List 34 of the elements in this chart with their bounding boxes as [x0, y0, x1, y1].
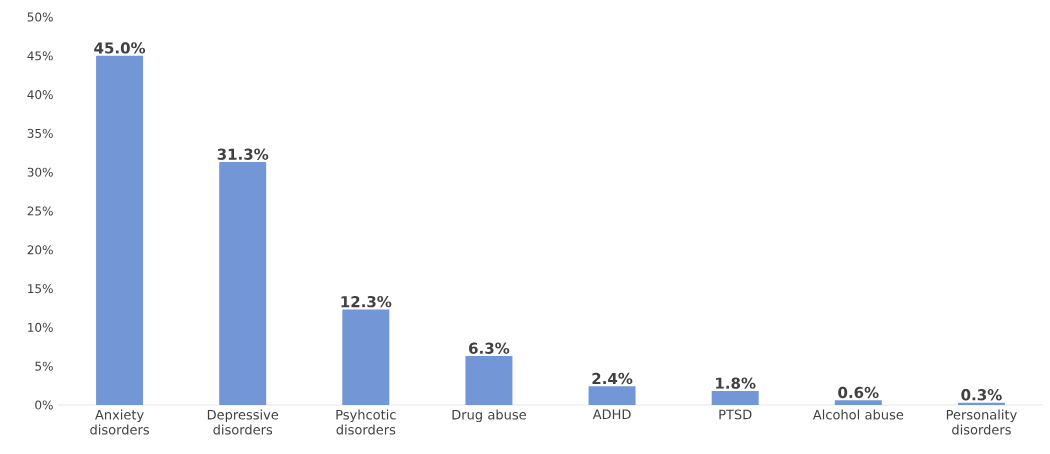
x-tick-label: Depressive disorders: [207, 409, 279, 435]
x-tick-label: Alcohol abuse: [812, 409, 904, 420]
bar: [219, 162, 267, 405]
y-tick-label: 20%: [27, 245, 53, 255]
y-tick-label: 5%: [35, 361, 53, 371]
y-tick-label: 10%: [28, 322, 53, 332]
data-label: 31.3%: [217, 148, 269, 160]
x-tick-label: Psyhcotic disorders: [336, 409, 396, 435]
bar: [588, 386, 636, 405]
data-label: 0.6%: [838, 386, 879, 399]
y-tick-label: 25%: [27, 206, 53, 216]
bar: [96, 55, 144, 405]
data-label: 1.8%: [716, 377, 756, 389]
x-tick-label: ADHD: [592, 409, 631, 419]
x-tick-label: Personality disorders: [946, 409, 1017, 435]
bar: [711, 391, 759, 405]
y-tick-label: 30%: [27, 167, 53, 177]
data-label: 0.3%: [961, 389, 1002, 401]
y-tick-label: 35%: [27, 128, 53, 138]
data-label: 12.3%: [341, 295, 392, 308]
data-label: 45.0%: [94, 42, 146, 54]
y-tick-label: 0%: [35, 400, 53, 410]
y-tick-label: 40%: [27, 90, 53, 100]
y-tick-label: 15%: [28, 284, 53, 294]
x-tick-label: Drug abuse: [452, 409, 526, 423]
x-tick-label: Anxiety disorders: [90, 409, 149, 435]
bar: [465, 356, 513, 405]
data-label: 6.3%: [469, 342, 510, 354]
x-tick-label: PTSD: [719, 409, 752, 420]
data-label: 2.4%: [592, 372, 633, 385]
bar: [342, 309, 390, 405]
y-tick-label: 50%: [27, 12, 53, 22]
y-tick-label: 45%: [27, 51, 53, 61]
bar: [834, 400, 882, 405]
